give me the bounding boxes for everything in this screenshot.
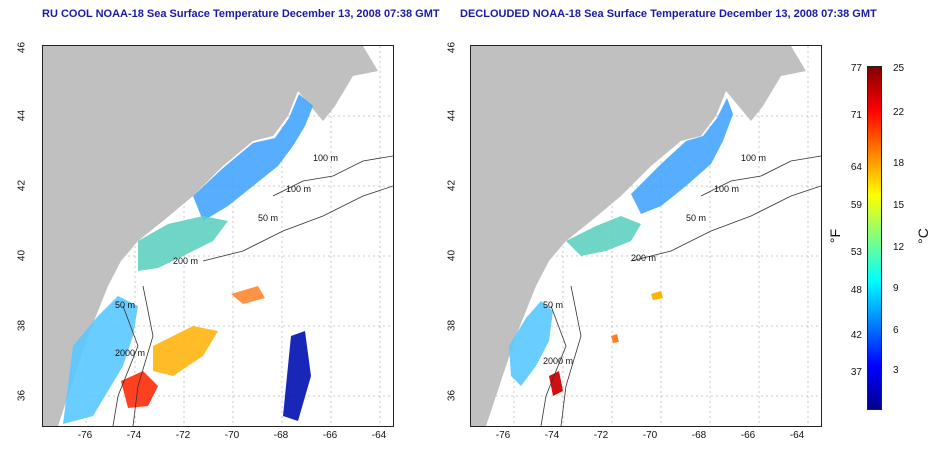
left-lat-label: 44	[16, 109, 28, 122]
colorbar-f-tick: 53	[850, 247, 862, 258]
left-sst-gulf-of-maine	[193, 94, 313, 221]
colorbar-c-tick: 6	[893, 325, 899, 336]
left-contour-label: 50 m	[258, 213, 278, 223]
right-sst-gulf-of-maine	[631, 98, 733, 214]
right-contour-label: 100 m	[714, 184, 739, 194]
temperature-colorbar	[867, 66, 882, 410]
right-land	[471, 46, 806, 426]
right-lat-label: 40	[446, 249, 458, 262]
left-map-canvas: 100 m 100 m 50 m 200 m 50 m 2000 m	[43, 46, 393, 426]
left-lat-label: 46	[16, 41, 28, 54]
right-contour-label: 100 m	[741, 153, 766, 163]
left-sst-gulfstream	[153, 326, 218, 376]
right-lat-label: 38	[446, 319, 458, 332]
left-lon-label: -74	[126, 430, 142, 441]
colorbar-c-tick: 9	[893, 283, 899, 294]
right-lat-label: 36	[446, 389, 458, 402]
right-lon-label: -76	[495, 430, 511, 441]
left-contour-label: 100 m	[286, 184, 311, 194]
right-lat-label: 46	[446, 41, 458, 54]
right-contour-labels: 100 m 100 m 50 m 200 m 50 m 2000 m	[543, 153, 766, 366]
right-lon-label: -64	[789, 430, 805, 441]
right-lon-label: -66	[740, 430, 756, 441]
colorbar-c-tick: 12	[893, 242, 905, 253]
colorbar-f-tick: 37	[850, 367, 862, 378]
left-lat-label: 38	[16, 319, 28, 332]
left-map-panel: 100 m 100 m 50 m 200 m 50 m 2000 m	[42, 45, 394, 427]
colorbar-f-tick: 42	[850, 330, 862, 341]
right-contours	[540, 155, 821, 426]
left-lon-label: -76	[77, 430, 93, 441]
colorbar-f-unit: °F	[827, 228, 844, 244]
left-contour-label: 50 m	[115, 300, 135, 310]
left-lon-label: -64	[371, 430, 387, 441]
left-lon-label: -68	[273, 430, 289, 441]
left-lon-label: -70	[224, 430, 240, 441]
right-lon-label: -68	[691, 430, 707, 441]
right-map-panel: 100 m 100 m 50 m 200 m 50 m 2000 m	[470, 45, 822, 427]
left-sst-eddy	[231, 286, 265, 304]
right-lon-label: -70	[642, 430, 658, 441]
left-contours	[112, 155, 393, 426]
right-map-canvas: 100 m 100 m 50 m 200 m 50 m 2000 m	[471, 46, 821, 426]
right-sst-midatlantic	[509, 301, 553, 386]
left-map-title: RU COOL NOAA-18 Sea Surface Temperature …	[42, 8, 440, 20]
left-lon-label: -72	[175, 430, 191, 441]
colorbar-c-tick: 22	[893, 107, 905, 118]
right-contour-label: 2000 m	[543, 356, 573, 366]
colorbar-f-tick: 64	[850, 162, 862, 173]
colorbar-f-tick: 77	[850, 63, 862, 74]
colorbar-c-tick: 3	[893, 365, 899, 376]
left-sst-offshore-blue	[283, 331, 311, 421]
right-contour-label: 200 m	[631, 253, 656, 263]
right-sst-eddy	[651, 291, 663, 300]
right-sst-warm-core	[549, 371, 563, 396]
left-lat-label: 42	[16, 179, 28, 192]
colorbar-c-tick: 15	[893, 200, 905, 211]
left-contour-label: 100 m	[313, 153, 338, 163]
right-sst-shelf	[566, 216, 641, 256]
left-lon-label: -66	[322, 430, 338, 441]
left-sst-warm-core	[121, 371, 158, 408]
colorbar-f-tick: 71	[850, 110, 862, 121]
left-contour-label: 2000 m	[115, 348, 145, 358]
right-contour-label: 50 m	[543, 300, 563, 310]
left-contour-labels: 100 m 100 m 50 m 200 m 50 m 2000 m	[115, 153, 338, 358]
right-lon-label: -74	[544, 430, 560, 441]
right-lat-label: 42	[446, 179, 458, 192]
left-lat-label: 40	[16, 249, 28, 262]
colorbar-f-tick: 48	[850, 285, 862, 296]
colorbar-f-tick: 59	[850, 200, 862, 211]
colorbar-c-unit: °C	[914, 228, 931, 244]
colorbar-c-tick: 25	[893, 63, 905, 74]
left-lat-label: 36	[16, 389, 28, 402]
left-sst-midatlantic	[63, 296, 138, 424]
right-contour-label: 50 m	[686, 213, 706, 223]
right-map-title: DECLOUDED NOAA-18 Sea Surface Temperatur…	[460, 8, 877, 20]
right-lon-label: -72	[593, 430, 609, 441]
left-contour-label: 200 m	[173, 256, 198, 266]
left-land	[43, 46, 378, 426]
right-lat-label: 44	[446, 109, 458, 122]
left-sst-shelf	[138, 216, 228, 271]
colorbar-c-tick: 18	[893, 158, 905, 169]
right-sst-eddy-2	[611, 334, 619, 343]
